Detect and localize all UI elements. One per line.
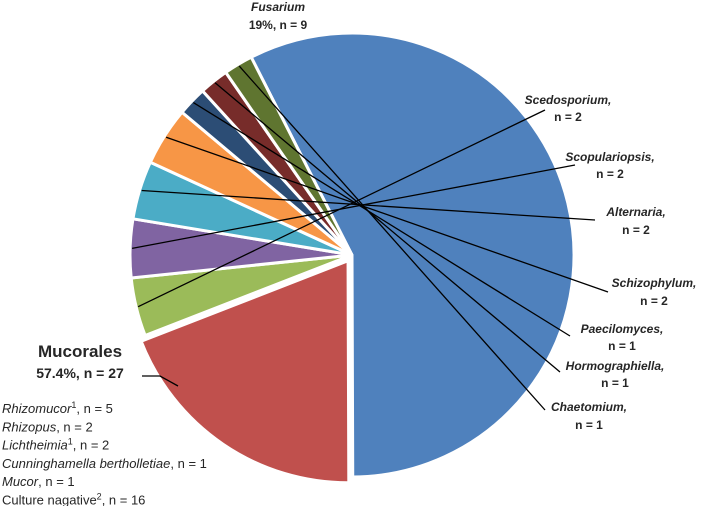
leader-line	[238, 65, 546, 411]
label-hormographiella-name: Hormographiella,	[566, 359, 665, 373]
pie-slices	[128, 31, 576, 485]
label-scedosporium-name: Scedosporium,	[525, 93, 612, 107]
label-paecilomyces-count: n = 1	[608, 339, 636, 353]
label-paecilomyces-name: Paecilomyces,	[581, 322, 664, 336]
label-alternaria-count: n = 2	[622, 223, 650, 237]
slice-labels: Fusarium 19%, n = 9 Scedosporium, n = 2 Scop…	[2, 0, 696, 506]
mucorales-breakdown-item: Mucor, n = 1	[2, 474, 75, 489]
label-schizophylum-count: n = 2	[640, 294, 668, 308]
pie-slice-chaetomium	[223, 55, 354, 256]
leader-line	[165, 136, 609, 293]
label-chaetomium-count: n = 1	[575, 418, 603, 432]
label-scopulariopsis-count: n = 2	[596, 167, 624, 181]
pie-slice-fusarium	[139, 258, 351, 485]
label-fusarium-name: Fusarium	[251, 0, 305, 14]
mucorales-breakdown-item: Rhizopus, n = 2	[2, 419, 93, 434]
leader-line	[193, 102, 571, 337]
label-schizophylum-name: Schizophylum,	[612, 276, 697, 290]
label-fusarium-count: 19%, n = 9	[249, 18, 308, 32]
leader-line-mucorales	[142, 375, 179, 387]
mucorales-breakdown-item: Culture nagative2, n = 16	[2, 492, 145, 506]
pie-slice-mucorales	[249, 31, 576, 479]
leader-line	[141, 189, 596, 221]
label-mucorales-count: 57.4%, n = 27	[36, 365, 124, 381]
label-mucorales-name: Mucorales	[38, 342, 122, 361]
mucorales-breakdown-item: Cunninghamella bertholletiae, n = 1	[2, 456, 207, 471]
label-hormographiella-count: n = 1	[601, 376, 629, 390]
leader-lines	[131, 65, 609, 411]
label-scopulariopsis-name: Scopulariopsis,	[565, 150, 654, 164]
label-alternaria-name: Alternaria,	[605, 205, 665, 219]
mucorales-breakdown-item: Lichtheimia1, n = 2	[2, 437, 109, 453]
leader-line	[214, 82, 561, 373]
label-chaetomium-name: Chaetomium,	[551, 400, 627, 414]
mucorales-breakdown-item: Rhizomucor1, n = 5	[2, 400, 113, 416]
leader-line	[131, 164, 576, 250]
label-scedosporium-count: n = 2	[554, 110, 582, 124]
